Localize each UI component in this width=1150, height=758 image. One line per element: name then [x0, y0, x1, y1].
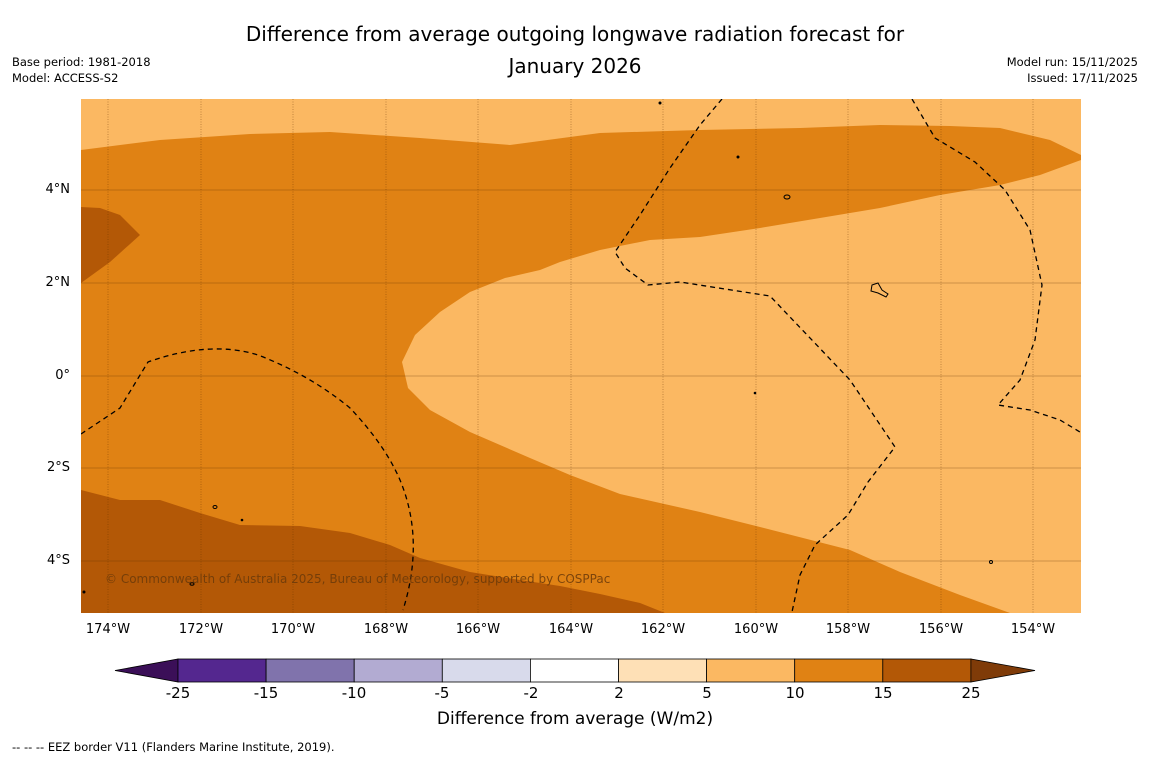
lon-label: 160°W — [733, 622, 779, 637]
islands — [82, 101, 993, 594]
lat-label-4s: 4°S — [46, 553, 70, 568]
island — [212, 505, 218, 509]
colorbar-segment — [530, 658, 619, 683]
band-15-25-west — [81, 207, 140, 283]
island — [82, 590, 86, 594]
colorbar-tick: 5 — [702, 684, 712, 702]
colorbar-segment — [618, 658, 707, 683]
eez-legend-footnote: -- -- -- EEZ border V11 (Flanders Marine… — [12, 740, 335, 754]
lon-label: 170°W — [270, 622, 316, 637]
colorbar-tick: -5 — [434, 684, 450, 702]
colorbar-tick: -2 — [523, 684, 539, 702]
copyright-notice: © Commonwealth of Australia 2025, Bureau… — [105, 572, 611, 586]
colorbar-segment — [265, 658, 355, 683]
colorbar-extend-max — [970, 658, 1036, 683]
colorbar-tick: 15 — [873, 684, 893, 702]
island — [736, 155, 740, 159]
colorbar-tick: -10 — [341, 684, 367, 702]
model-run: Model run: 15/11/2025 — [1006, 55, 1138, 69]
island — [989, 560, 993, 564]
lon-label: 154°W — [1010, 622, 1056, 637]
lat-label-2n: 2°N — [45, 275, 71, 290]
lon-label: 172°W — [178, 622, 224, 637]
lon-label: 156°W — [918, 622, 964, 637]
band-5-10-north — [81, 99, 1081, 155]
issued-date: Issued: 17/11/2025 — [1027, 70, 1138, 85]
colorbar-tick: -15 — [253, 684, 279, 702]
lon-label: 158°W — [825, 622, 871, 637]
colorbar — [114, 658, 1036, 683]
title-line-2: January 2026 — [508, 54, 642, 78]
eez-borders — [81, 99, 1081, 613]
lon-label: 164°W — [548, 622, 594, 637]
title-line-1: Difference from average outgoing longwav… — [245, 22, 905, 46]
colorbar-segment — [441, 658, 531, 683]
colorbar-segment — [794, 658, 884, 683]
colorbar-tick: 10 — [785, 684, 805, 702]
model-name: Model: ACCESS-S2 — [12, 70, 119, 85]
meta-left: Base period: 1981-2018 Model: ACCESS-S2 — [12, 55, 151, 86]
band-15-25-south — [81, 490, 665, 613]
eez-border-center — [614, 99, 896, 613]
eez-border-east — [911, 99, 1081, 433]
base-period: Base period: 1981-2018 — [12, 55, 151, 69]
colorbar-segment — [882, 658, 972, 683]
graticule — [81, 189, 1081, 562]
colorbar-segment — [706, 658, 796, 683]
meta-right: Model run: 15/11/2025 Issued: 17/11/2025 — [1007, 55, 1138, 86]
colorbar-tick: -25 — [165, 684, 191, 702]
lon-label: 162°W — [640, 622, 686, 637]
map-title: Difference from average outgoing longwav… — [0, 18, 1150, 82]
island — [753, 391, 757, 395]
lat-label-4n: 4°N — [45, 182, 71, 197]
eez-border-west — [81, 348, 414, 611]
colorbar-segment — [353, 658, 443, 683]
lon-label: 166°W — [455, 622, 501, 637]
lat-label-0: 0° — [55, 368, 70, 383]
island — [240, 518, 244, 522]
colorbar-tick: 2 — [614, 684, 624, 702]
lat-label-2s: 2°S — [46, 460, 70, 475]
island — [870, 282, 889, 298]
island — [189, 582, 195, 586]
colorbar-segment — [177, 658, 267, 683]
island — [783, 194, 791, 200]
colorbar-label: Difference from average (W/m2) — [436, 709, 714, 729]
lon-label: 168°W — [363, 622, 409, 637]
meridians — [107, 99, 1034, 613]
band-5-10-central — [402, 160, 1081, 613]
colorbar-extend-min — [114, 658, 179, 683]
lon-label: 174°W — [85, 622, 131, 637]
island — [658, 101, 662, 105]
colorbar-tick: 25 — [961, 684, 981, 702]
